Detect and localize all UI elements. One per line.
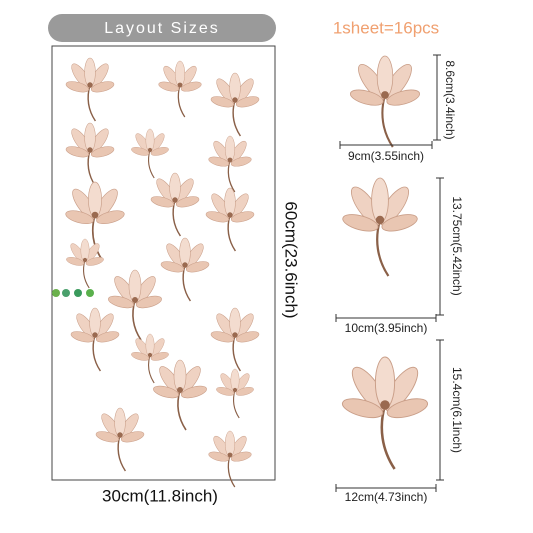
sample-height: 8.6cm(3.4inch) — [443, 60, 457, 139]
header-title: Layout Sizes — [104, 20, 220, 37]
sample-flower — [339, 176, 421, 278]
sheet-width: 30cm(11.8inch) — [102, 486, 218, 505]
sample-flower — [339, 355, 431, 471]
dimension-line — [433, 54, 441, 141]
sample-height: 13.75cm(5.42inch) — [450, 196, 464, 295]
sample-height: 15.4cm(6.1inch) — [450, 367, 464, 453]
sheet-height: 60cm(23.6inch) — [282, 201, 301, 318]
sample-width: 12cm(4.73inch) — [345, 490, 428, 504]
dimension-line — [436, 339, 444, 481]
dimension-line — [436, 177, 444, 316]
dimension-line — [335, 484, 437, 492]
sample-width: 10cm(3.95inch) — [345, 321, 428, 335]
dimension-line — [339, 141, 433, 149]
dimension-line — [335, 314, 437, 322]
sheet-flowers — [52, 57, 261, 488]
sample-flower — [347, 54, 423, 149]
header-pill — [48, 14, 276, 42]
sheet-count: 1sheet=16pcs — [333, 18, 439, 37]
sample-width: 9cm(3.55inch) — [348, 149, 424, 163]
